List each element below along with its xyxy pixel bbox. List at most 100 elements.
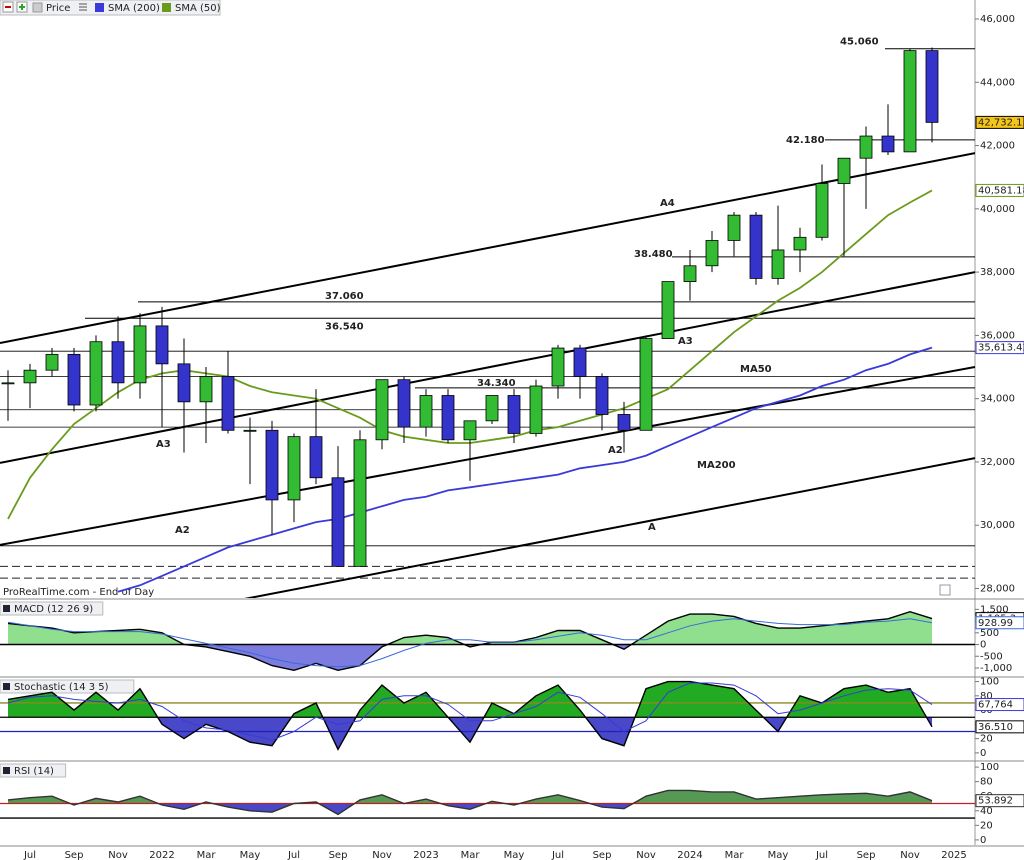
value-badge-label: 40,581.18	[978, 185, 1024, 196]
y-tick-label: 80	[980, 777, 993, 788]
value-badge	[975, 341, 1024, 355]
indicator-line	[7, 789, 933, 816]
y-tick-label: -1,000	[980, 663, 1012, 674]
candle-body	[661, 281, 675, 339]
value-badge-label: 67,764	[978, 700, 1013, 711]
candle-body	[155, 325, 169, 365]
y-tick-label: -500	[980, 651, 1003, 662]
x-tick-label: May	[768, 850, 789, 860]
y-tick-label: 100	[980, 762, 999, 773]
y-tick-label: 20	[980, 734, 993, 745]
candle-body	[595, 376, 609, 415]
candle-body	[23, 369, 37, 384]
value-badge	[975, 698, 1024, 712]
trend-label: A2	[608, 445, 623, 456]
value-badge-label: 53.892	[978, 796, 1013, 807]
candle-body	[705, 240, 719, 267]
add-icon	[19, 4, 25, 10]
candle-body	[507, 395, 521, 434]
candle-body	[67, 353, 81, 406]
candle-body	[221, 376, 235, 431]
y-tick-label: 500	[980, 628, 999, 639]
x-tick-label: Sep	[593, 850, 612, 860]
candle-body	[199, 376, 213, 403]
y-tick-label: 28,000	[980, 584, 1015, 595]
candle-body	[881, 135, 895, 153]
value-badge-label: 36.510	[978, 722, 1013, 733]
candle-body	[815, 183, 829, 238]
candle-body	[463, 420, 477, 441]
x-tick-label: May	[240, 850, 261, 860]
level-label: 38.480	[634, 249, 673, 260]
x-tick-label: Sep	[329, 850, 348, 860]
candle-body	[441, 395, 455, 441]
value-badge-label: 928.99	[978, 618, 1013, 629]
candle-body	[265, 429, 279, 501]
candle-body	[89, 341, 103, 406]
y-tick-label: 44,000	[980, 77, 1015, 88]
trend-line	[244, 457, 975, 598]
x-tick-label: Mar	[197, 850, 217, 860]
candle-body	[573, 347, 587, 377]
candle-body	[45, 353, 59, 371]
x-tick-label: Mar	[725, 850, 745, 860]
candle-body	[771, 249, 785, 279]
y-tick-label: 0	[980, 640, 986, 651]
indicator-line	[7, 618, 933, 668]
y-tick-label: 36,000	[980, 330, 1015, 341]
panel-icon	[3, 767, 10, 774]
value-badge	[975, 616, 1024, 630]
x-tick-label: Jul	[287, 850, 300, 860]
x-tick-label: Sep	[857, 850, 876, 860]
x-tick-label: Jul	[815, 850, 828, 860]
trend-line	[0, 271, 975, 464]
value-badge	[975, 115, 1024, 129]
legend-label: Price	[46, 3, 70, 14]
candle-body	[419, 395, 433, 428]
level-label: 37.060	[325, 291, 364, 302]
legend-swatch	[162, 3, 171, 12]
info-icon[interactable]	[939, 584, 951, 596]
area-positive	[8, 681, 932, 718]
value-badge	[975, 794, 1024, 808]
candle-body	[309, 436, 323, 479]
candle-body	[837, 157, 851, 184]
trend-label: A3	[156, 439, 171, 450]
candle-body	[1, 382, 15, 385]
y-tick-label: 80	[980, 691, 993, 702]
level-label: 36.540	[325, 321, 364, 332]
candle-body	[529, 385, 543, 434]
y-tick-label: 40	[980, 806, 993, 817]
y-tick-label: 38,000	[980, 267, 1015, 278]
sma-line	[117, 346, 933, 593]
x-tick-label: 2023	[413, 850, 438, 860]
panel-title: MACD (12 26 9)	[14, 604, 93, 615]
trend-label: A4	[660, 198, 675, 209]
x-tick-label: Jul	[551, 850, 564, 860]
x-tick-label: May	[504, 850, 525, 860]
price-plot: 45.060 42.180 38.480 37.060 36.540 34.340 A4 A3…	[0, 37, 975, 598]
x-tick-label: 2022	[149, 850, 174, 860]
value-badge-label: 35,613.42	[978, 343, 1024, 354]
value-badge-label: 42,732.13	[978, 117, 1024, 128]
legend-label: SMA (50)	[175, 3, 221, 14]
candle-body	[551, 347, 565, 387]
toolbar: Price SMA (200) SMA (50)	[0, 0, 221, 16]
panel-header	[0, 601, 104, 616]
value-badge	[975, 183, 1024, 197]
candle-body	[639, 338, 653, 431]
y-tick-label: 34,000	[980, 394, 1015, 405]
area-positive	[8, 611, 932, 645]
candle-body	[375, 379, 389, 441]
x-tick-label: Sep	[65, 850, 84, 860]
candle-body	[397, 379, 411, 428]
list-icon[interactable]	[79, 3, 87, 11]
x-tick-label: Nov	[372, 850, 392, 860]
level-label: 42.180	[786, 135, 825, 146]
trend-label: A2	[175, 525, 190, 536]
y-tick-label: 30,000	[980, 520, 1015, 531]
panel-icon	[3, 683, 10, 690]
y-tick-label: 0	[980, 748, 986, 759]
indicator-line	[7, 680, 933, 751]
